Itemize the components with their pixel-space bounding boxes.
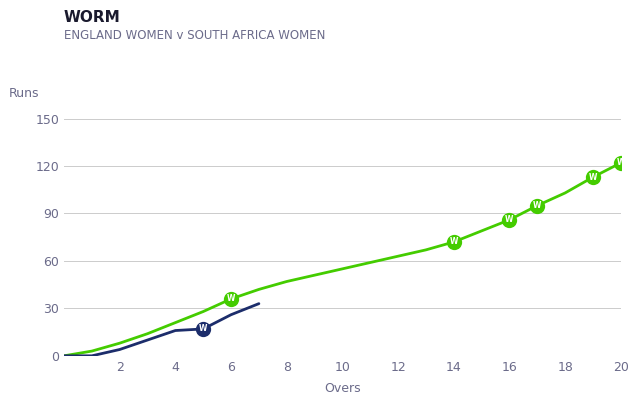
Text: ENGLAND WOMEN v SOUTH AFRICA WOMEN: ENGLAND WOMEN v SOUTH AFRICA WOMEN bbox=[64, 29, 325, 42]
Text: W: W bbox=[533, 201, 541, 210]
Text: W: W bbox=[449, 238, 458, 247]
Text: W: W bbox=[505, 215, 514, 224]
Text: W: W bbox=[227, 294, 236, 303]
Text: WORM: WORM bbox=[64, 10, 121, 25]
Text: W: W bbox=[616, 158, 625, 167]
X-axis label: Overs: Overs bbox=[324, 382, 361, 395]
Text: W: W bbox=[199, 324, 207, 333]
Text: Runs: Runs bbox=[8, 87, 39, 100]
Text: W: W bbox=[589, 173, 597, 182]
